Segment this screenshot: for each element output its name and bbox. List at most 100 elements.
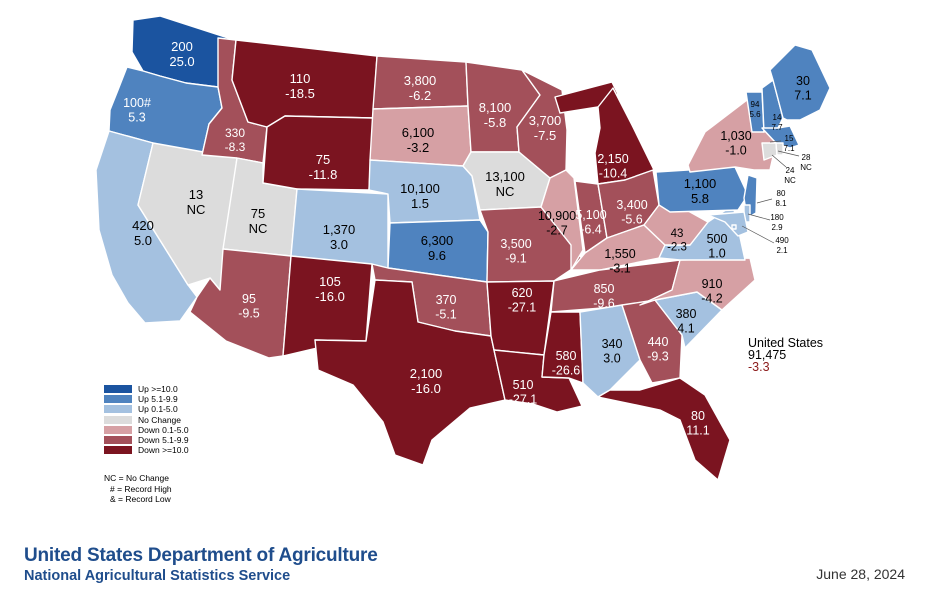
state-kentucky-value: 1,550	[604, 247, 635, 261]
state-montana-change: -18.5	[285, 86, 315, 101]
state-nebraska-value: 10,100	[400, 181, 440, 196]
state-mississippi-change: -26.6	[552, 364, 581, 378]
state-massachusetts-change: 7.1	[783, 144, 795, 153]
state-wisconsin-change: -7.5	[534, 128, 556, 143]
state-maine-change: 7.1	[794, 89, 811, 103]
state-michigan-change: -10.4	[599, 167, 628, 181]
state-new-york-change: -1.0	[725, 144, 747, 158]
state-illinois-value: 10,900	[538, 209, 576, 223]
state-iowa-change: NC	[496, 184, 515, 199]
state-new-hampshire-shape	[761, 79, 784, 133]
state-utah-change: NC	[249, 221, 268, 236]
state-vermont-change: 5.6	[749, 110, 761, 119]
state-connecticut-value: 24	[786, 166, 795, 175]
state-texas-value: 2,100	[410, 366, 443, 381]
state-tennessee-value: 850	[594, 282, 615, 296]
state-maryland-shape	[707, 211, 749, 237]
state-north-dakota-change: -6.2	[409, 88, 431, 103]
legend-swatch	[104, 415, 132, 424]
us-value: 91,475	[748, 348, 787, 362]
state-vermont-value: 94	[751, 100, 760, 109]
state-nevada-value: 13	[189, 187, 203, 202]
legend-swatch	[104, 446, 132, 455]
state-indiana-change: -6.4	[580, 223, 602, 237]
state-maryland-value: 490	[775, 236, 789, 245]
state-illinois-change: -2.7	[546, 224, 568, 238]
state-virginia-value: 500	[707, 232, 728, 246]
state-tennessee-change: -9.6	[593, 297, 615, 311]
state-oregon-value: 100#	[123, 96, 151, 110]
note-nc: NC = No Change	[104, 473, 169, 483]
state-utah-value: 75	[251, 206, 265, 221]
state-new-hampshire-value: 14	[773, 113, 782, 122]
state-new-york-value: 1,030	[720, 129, 751, 143]
state-new-jersey-value: 80	[777, 189, 786, 198]
state-colorado-value: 1,370	[323, 222, 356, 237]
united-states-total: United States 91,475 -3.3	[748, 337, 823, 374]
state-pennsylvania-change: 5.8	[691, 191, 709, 206]
legend-item: Down 5.1-9.9	[104, 435, 189, 445]
state-delaware-value: 180	[770, 213, 784, 222]
state-washington-value: 200	[171, 39, 193, 54]
legend-label: Down 5.1-9.9	[138, 435, 189, 446]
state-nebraska-change: 1.5	[411, 196, 429, 211]
state-illinois-shape	[540, 169, 584, 271]
state-south-carolina-value: 380	[676, 307, 697, 321]
legend-swatch	[104, 395, 132, 404]
legend-swatch	[104, 425, 132, 434]
state-pennsylvania-value: 1,100	[684, 176, 717, 191]
department-name: United States Department of Agriculture	[24, 545, 378, 566]
state-arkansas-change: -27.1	[508, 301, 537, 315]
state-ohio-value: 3,400	[616, 198, 647, 212]
state-rhode-island-change: NC	[800, 163, 812, 172]
state-south-carolina-change: 4.1	[677, 322, 694, 336]
state-idaho-value: 330	[225, 126, 245, 140]
state-maryland-change: 2.1	[776, 246, 788, 255]
legend: Up >=10.0 Up 5.1-9.9 Up 0.1-5.0 No Change Do…	[104, 384, 189, 455]
state-alabama-value: 340	[602, 337, 623, 351]
state-missouri-change: -9.1	[505, 252, 527, 266]
state-florida-shape	[597, 377, 731, 481]
state-oklahoma-change: -5.1	[435, 308, 457, 322]
state-west-virginia-value: 43	[671, 228, 684, 240]
state-ohio-change: -5.6	[621, 213, 643, 227]
district-of-columbia-shape	[731, 224, 737, 230]
state-florida-value: 80	[691, 409, 705, 423]
state-new-mexico-value: 105	[319, 274, 341, 289]
state-kansas-value: 6,300	[421, 233, 454, 248]
state-california-change: 5.0	[134, 233, 152, 248]
legend-notes: NC = No Change # = Record High & = Recor…	[104, 473, 172, 505]
state-nevada-change: NC	[187, 202, 206, 217]
state-michigan-value: 2,150	[597, 152, 628, 166]
state-mississippi-value: 580	[556, 349, 577, 363]
state-texas-shape	[314, 279, 506, 466]
state-oklahoma-value: 370	[436, 293, 457, 307]
state-minnesota-value: 8,100	[479, 100, 512, 115]
note-record-high: # = Record High	[110, 483, 172, 494]
state-louisiana-value: 510	[513, 378, 534, 392]
legend-swatch	[104, 405, 132, 414]
state-indiana-value: 5,100	[575, 208, 606, 222]
state-idaho-change: -8.3	[225, 140, 246, 154]
state-wyoming-change: -11.8	[309, 167, 338, 182]
state-georgia-value: 440	[648, 335, 669, 349]
legend-label: Up >=10.0	[138, 384, 178, 395]
state-iowa-value: 13,100	[485, 169, 525, 184]
legend-label: Up 5.1-9.9	[138, 394, 178, 405]
state-wisconsin-value: 3,700	[529, 113, 562, 128]
state-south-dakota-change: -3.2	[407, 140, 429, 155]
state-maine-value: 30	[796, 74, 810, 88]
state-north-carolina-value: 910	[702, 277, 723, 291]
state-north-carolina-shape	[639, 257, 756, 311]
state-massachusetts-value: 15	[785, 134, 794, 143]
state-kentucky-change: -3.1	[609, 262, 631, 276]
legend-item: Up >=10.0	[104, 384, 189, 394]
state-louisiana-change: -27.1	[509, 393, 538, 407]
legend-item: No Change	[104, 415, 189, 425]
state-colorado-change: 3.0	[330, 237, 348, 252]
state-maine-shape	[769, 44, 831, 121]
legend-swatch	[104, 436, 132, 445]
state-missouri-value: 3,500	[500, 237, 531, 251]
us-change: -3.3	[748, 360, 770, 374]
state-west-virginia-change: -2.3	[667, 242, 687, 254]
